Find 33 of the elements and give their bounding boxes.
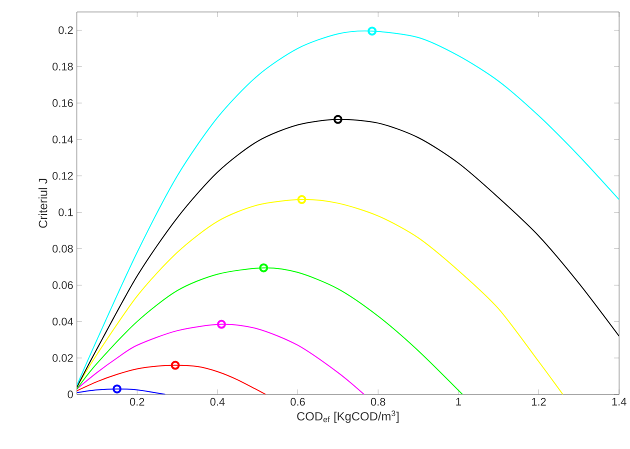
y-tick-label: 0.12	[52, 172, 73, 180]
y-tick-label: 0.08	[52, 244, 73, 252]
y-tick-label: 0.16	[52, 99, 73, 107]
x-tick-label: 1.2	[532, 398, 546, 406]
line-series	[76, 267, 463, 394]
point	[170, 360, 180, 370]
y-tick-label: 0.1	[58, 208, 73, 216]
y-tick-label: 0.02	[52, 354, 73, 362]
x-tick-label: 0.8	[370, 398, 386, 406]
x-axis-title: COD$_{ef}$ [KgCOD/m$^{3}$]	[297, 410, 399, 423]
y-axis-title: Criteriul J	[38, 178, 48, 228]
y-tick-label: 0.18	[52, 62, 73, 70]
point	[368, 26, 377, 36]
point	[112, 384, 122, 394]
x-tick-label: 1	[456, 398, 461, 406]
x-tick-label: 0.4	[210, 398, 225, 406]
point	[297, 194, 306, 204]
point	[259, 263, 268, 272]
y-tick-label: 0.14	[52, 135, 74, 144]
line-series	[76, 324, 365, 394]
line-series	[76, 198, 564, 394]
y-tick-label: 0.04	[52, 318, 74, 326]
point	[216, 320, 226, 329]
x-tick-label: 0.6	[290, 398, 305, 406]
point	[333, 114, 342, 124]
x-tick-label: 1.4	[612, 398, 626, 406]
line-series	[76, 118, 620, 388]
y-tick-label: 0.06	[52, 281, 73, 289]
line-series	[76, 364, 266, 394]
y-tick-label: 0.2	[58, 26, 73, 34]
line-series	[76, 30, 620, 386]
y-tick-label: 0	[68, 390, 73, 398]
x-tick-label: 0.2	[130, 398, 144, 406]
